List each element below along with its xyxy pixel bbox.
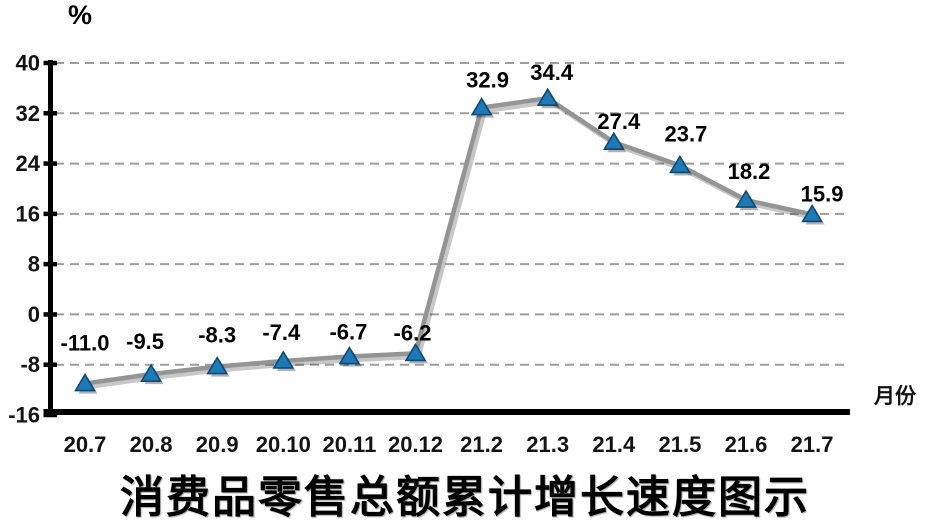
data-point-marker: [735, 189, 757, 208]
data-point-label: 34.4: [530, 60, 574, 85]
x-tick-label: 20.9: [196, 432, 239, 457]
data-point-label: -9.5: [126, 329, 164, 354]
y-tick-label: 16: [16, 201, 40, 226]
chart-title: 消费品零售总额累计增长速度图示: [120, 473, 810, 522]
series-line: [84, 95, 813, 386]
y-tick-label: 40: [16, 51, 40, 76]
data-point-label: 27.4: [597, 109, 641, 134]
data-point-label: 18.2: [728, 159, 771, 184]
y-tick-label: -8: [20, 352, 40, 377]
x-tick-label: 20.11: [322, 432, 376, 457]
data-point-marker: [602, 131, 625, 150]
x-tick-label: 20.7: [64, 432, 107, 457]
data-point-marker: [272, 350, 295, 369]
data-point-label: -6.2: [394, 320, 432, 345]
y-tick-label: 0: [28, 302, 40, 327]
data-point-marker: [536, 87, 559, 106]
x-tick-label: 21.6: [725, 432, 768, 457]
data-point-marker: [338, 345, 361, 365]
y-tick-label: -16: [8, 403, 40, 428]
y-tick-label: 24: [16, 151, 41, 176]
data-point-marker: [470, 97, 493, 116]
x-tick-label: 21.7: [791, 432, 834, 457]
data-point-label: -7.4: [262, 320, 301, 345]
data-point-label: -6.7: [329, 320, 367, 345]
data-point-label: 32.9: [466, 68, 509, 93]
x-tick-label: 21.2: [460, 432, 503, 457]
x-axis-title: 月份: [874, 385, 916, 408]
y-tick-label: 8: [28, 252, 40, 277]
x-tick-label: 21.5: [658, 432, 701, 457]
data-point-label: 23.7: [664, 121, 707, 146]
x-tick-label: 20.10: [256, 432, 311, 457]
data-point-marker: [801, 203, 824, 223]
x-tick-label: 21.4: [592, 432, 636, 457]
data-point-label: 15.9: [801, 181, 844, 206]
data-point-marker: [668, 154, 691, 174]
y-tick-label: 32: [16, 101, 40, 126]
data-point-marker: [206, 356, 229, 375]
x-tick-label: 21.3: [526, 432, 569, 457]
data-point-marker: [404, 342, 427, 362]
y-axis-unit-label: %: [68, 0, 93, 30]
data-point-marker: [140, 363, 163, 382]
x-tick-label: 20.8: [130, 432, 173, 457]
data-point-label: -8.3: [198, 323, 236, 348]
data-point-label: -11.0: [61, 331, 110, 356]
data-point-marker: [74, 373, 96, 392]
x-tick-label: 20.12: [388, 432, 443, 457]
